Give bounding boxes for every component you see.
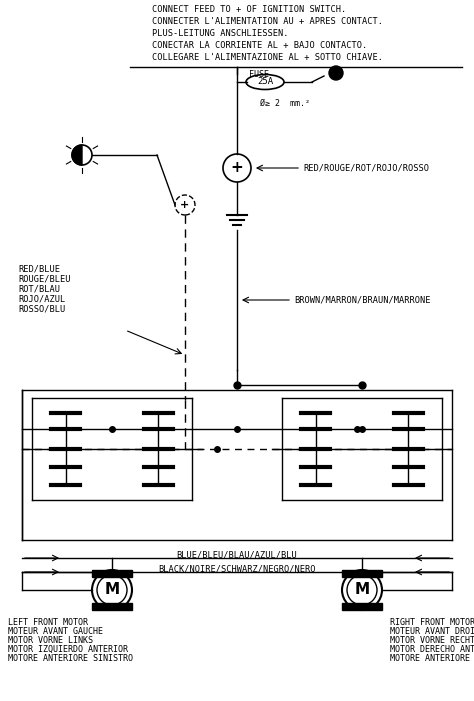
Text: BROWN/MARRON/BRAUN/MARRONE: BROWN/MARRON/BRAUN/MARRONE [294,296,430,304]
Text: LEFT FRONT MOTOR: LEFT FRONT MOTOR [8,618,88,627]
Text: CONECTAR LA CORRIENTE AL + BAJO CONTACTO.: CONECTAR LA CORRIENTE AL + BAJO CONTACTO… [152,41,367,50]
Text: BLACK/NOIRE/SCHWARZ/NEGRO/NERO: BLACK/NOIRE/SCHWARZ/NEGRO/NERO [158,565,316,574]
Text: +: + [181,200,190,210]
Text: MOTOR VORNE RECHTS: MOTOR VORNE RECHTS [390,636,474,645]
Text: +: + [231,161,243,175]
Bar [342,603,382,610]
Text: M: M [104,583,119,597]
Text: MOTOR DERECHO ANTERIOR: MOTOR DERECHO ANTERIOR [390,645,474,654]
Text: CONNECT FEED TO + OF IGNITION SWITCH.: CONNECT FEED TO + OF IGNITION SWITCH. [152,5,346,14]
Circle shape [329,66,343,80]
Text: MOTORE ANTERIORE SINISTRO: MOTORE ANTERIORE SINISTRO [8,654,133,663]
Text: RED/BLUE: RED/BLUE [18,265,60,274]
Text: FUSE: FUSE [249,70,269,79]
Wedge shape [72,145,82,165]
Text: CONNECTER L'ALIMENTATION AU + APRES CONTACT.: CONNECTER L'ALIMENTATION AU + APRES CONT… [152,17,383,26]
Text: MOTOR IZQUIERDO ANTERIOR: MOTOR IZQUIERDO ANTERIOR [8,645,128,654]
Text: ROUGE/BLEU: ROUGE/BLEU [18,275,71,284]
Text: Ø≥ 2  mm.²: Ø≥ 2 mm.² [260,99,310,108]
Text: RED/ROUGE/ROT/ROJO/ROSSO: RED/ROUGE/ROT/ROJO/ROSSO [303,163,429,172]
Text: MOTEUR AVANT GAUCHE: MOTEUR AVANT GAUCHE [8,627,103,636]
Bar [92,570,132,577]
Text: RIGHT FRONT MOTOR: RIGHT FRONT MOTOR [390,618,474,627]
Text: ROSSO/BLU: ROSSO/BLU [18,305,65,314]
Bar [92,603,132,610]
Text: PLUS-LEITUNG ANSCHLIESSEN.: PLUS-LEITUNG ANSCHLIESSEN. [152,29,289,38]
Text: 25A: 25A [257,78,273,86]
Text: MOTEUR AVANT DROITE: MOTEUR AVANT DROITE [390,627,474,636]
Text: ROJO/AZUL: ROJO/AZUL [18,295,65,304]
Text: MOTOR VORNE LINKS: MOTOR VORNE LINKS [8,636,93,645]
Text: MOTORE ANTERIORE DESTRO: MOTORE ANTERIORE DESTRO [390,654,474,663]
Text: M: M [355,583,370,597]
Text: BLUE/BLEU/BLAU/AZUL/BLU: BLUE/BLEU/BLAU/AZUL/BLU [177,551,297,560]
Bar [342,570,382,577]
Text: COLLEGARE L'ALIMENTAZIONE AL + SOTTO CHIAVE.: COLLEGARE L'ALIMENTAZIONE AL + SOTTO CHI… [152,53,383,62]
Text: ROT/BLAU: ROT/BLAU [18,285,60,294]
